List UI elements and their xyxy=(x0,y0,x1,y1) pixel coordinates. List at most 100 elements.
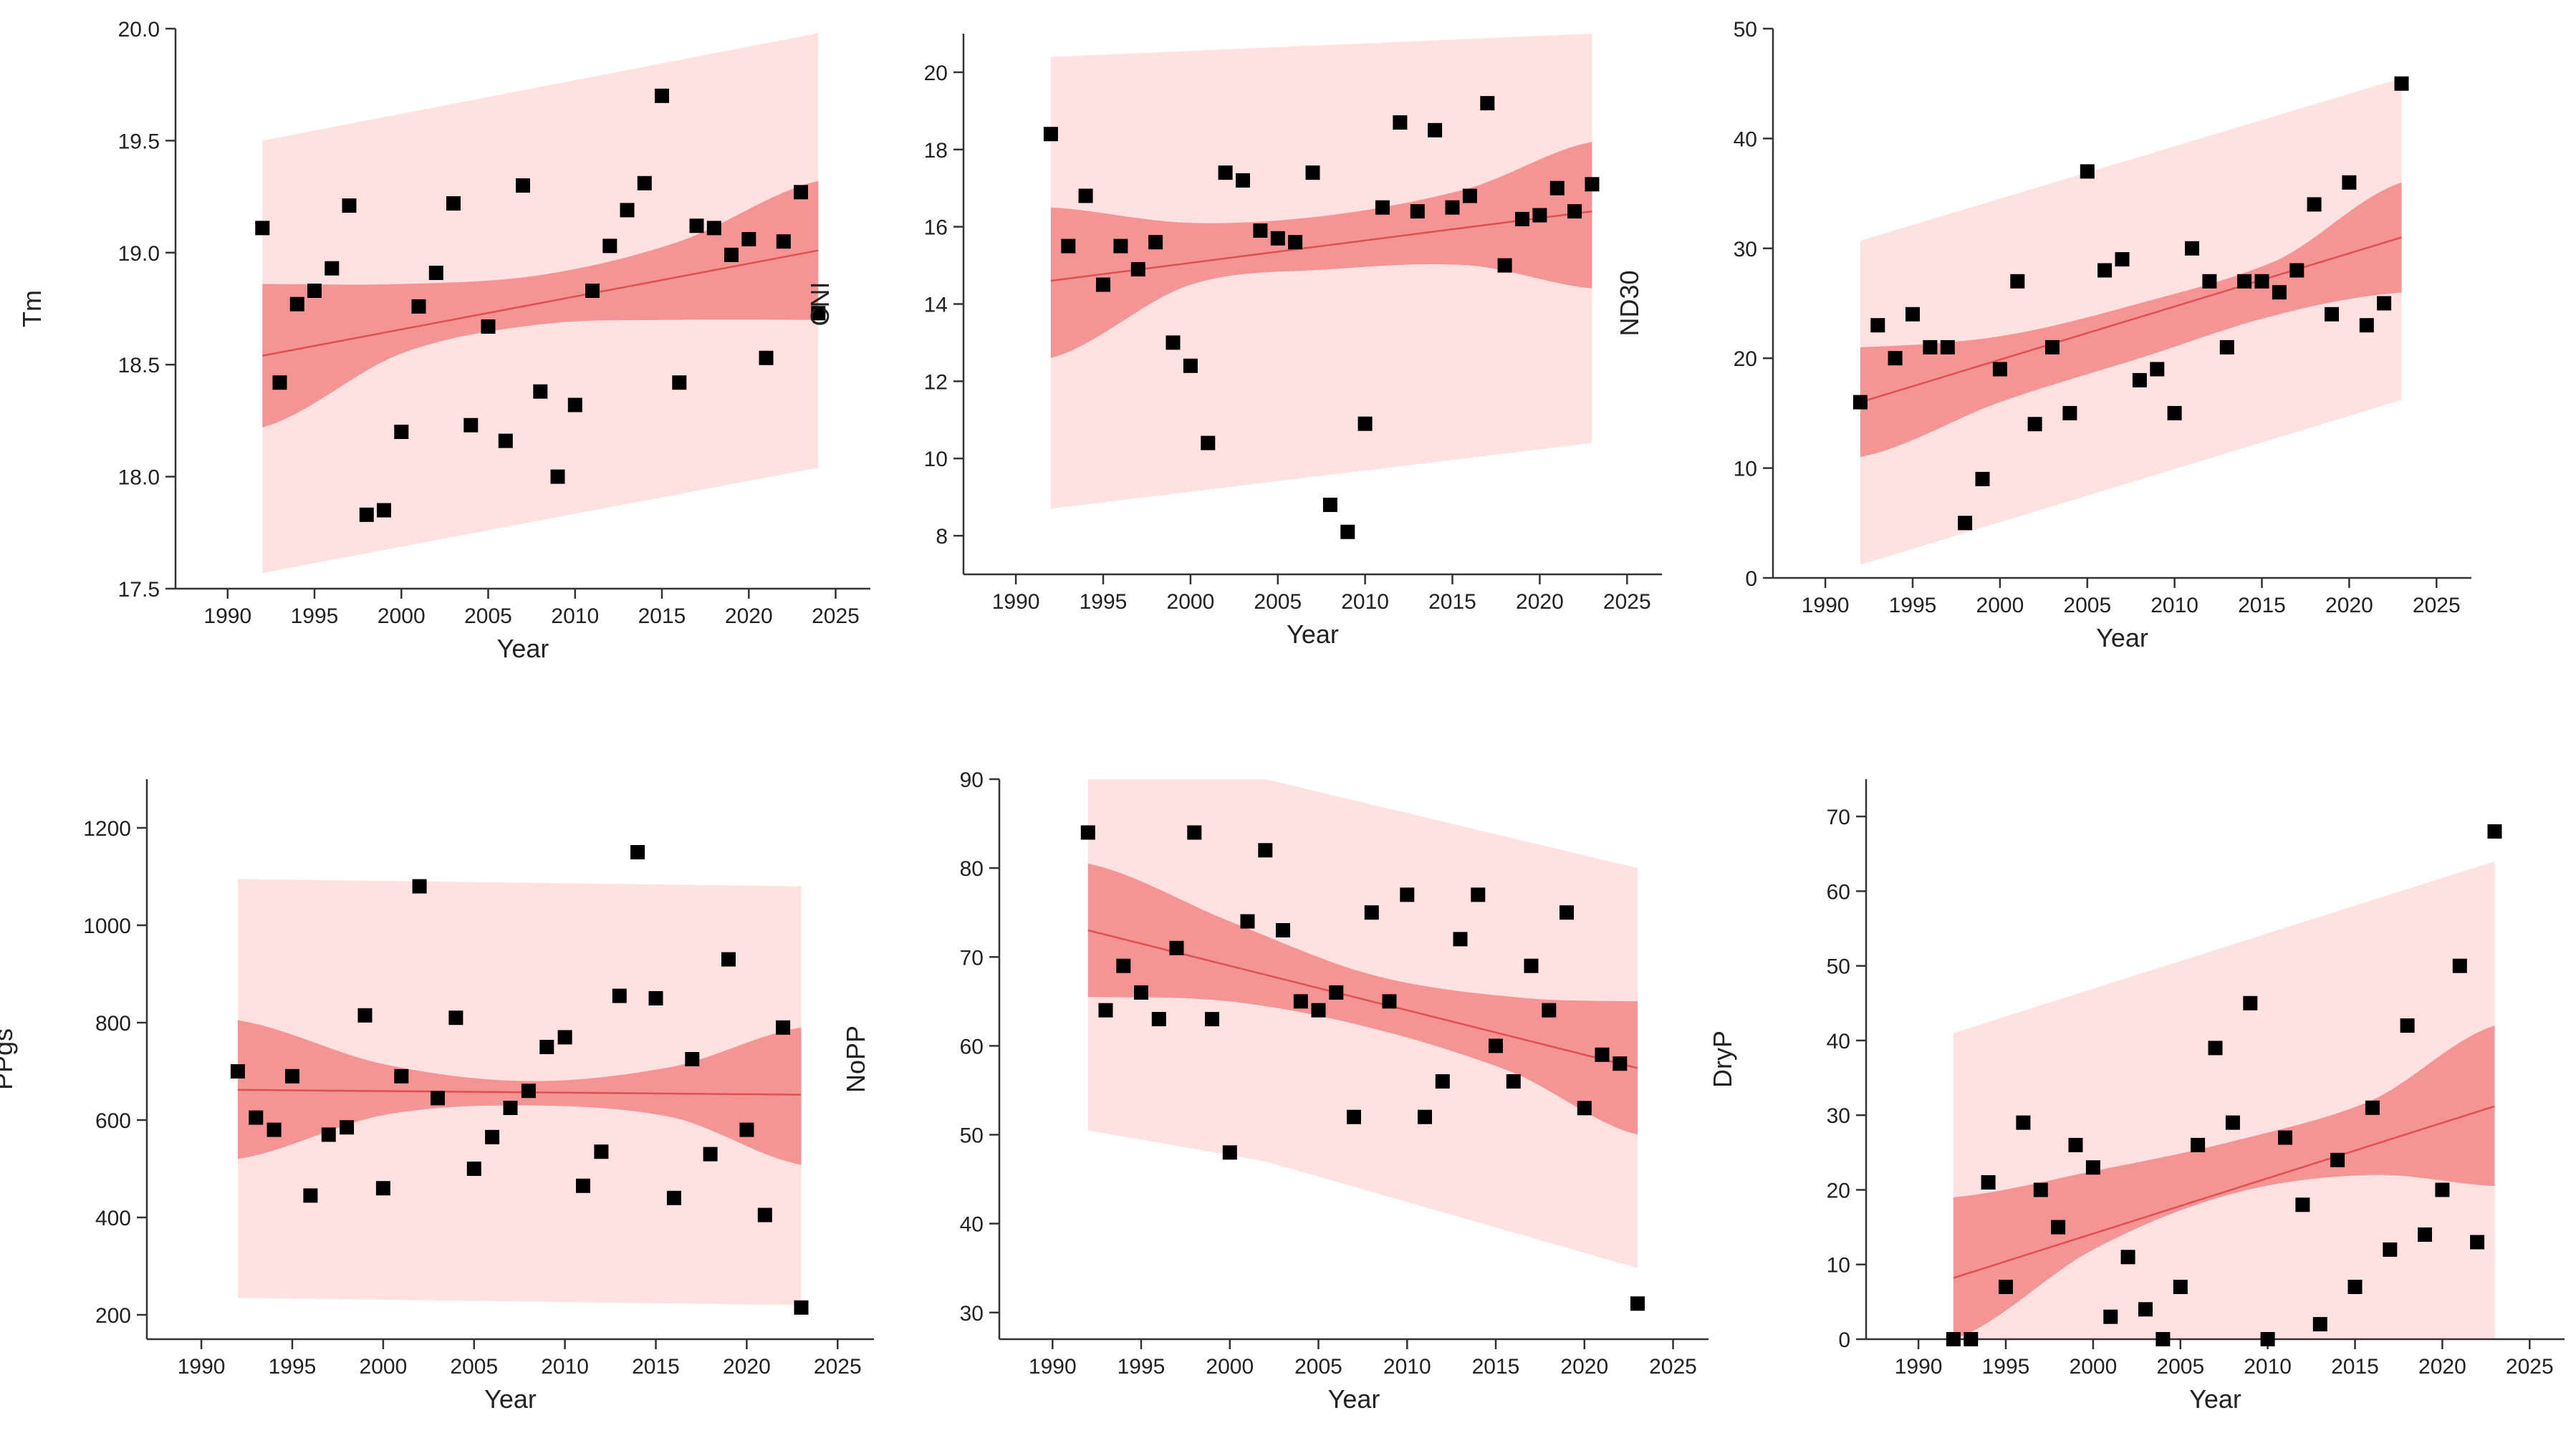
data-point xyxy=(375,1181,390,1196)
data-point xyxy=(2150,362,2165,377)
data-point xyxy=(648,991,663,1005)
data-point xyxy=(1506,1074,1521,1089)
data-point xyxy=(2365,1100,2380,1115)
data-point xyxy=(2359,318,2374,333)
data-point xyxy=(1975,471,1990,486)
data-point xyxy=(2185,241,2199,256)
y-tick-label: 1000 xyxy=(83,915,131,938)
data-point xyxy=(1480,96,1495,111)
x-tick-label: 2020 xyxy=(2325,594,2373,617)
data-point xyxy=(2243,995,2258,1010)
data-point xyxy=(672,375,687,390)
x-tick-label: 2005 xyxy=(2156,1355,2204,1379)
data-point xyxy=(1923,339,1938,354)
x-tick-label: 1990 xyxy=(1895,1355,1943,1379)
data-point xyxy=(1585,177,1600,192)
data-point xyxy=(1852,395,1868,410)
data-point xyxy=(2435,1182,2450,1197)
data-point xyxy=(2027,417,2042,432)
data-point xyxy=(2191,1137,2206,1152)
x-tick-label: 2000 xyxy=(2070,1355,2118,1379)
data-point xyxy=(2394,76,2409,91)
data-point xyxy=(1428,122,1443,137)
data-point xyxy=(1340,524,1355,539)
data-point xyxy=(1595,1047,1610,1062)
y-tick-label: 20 xyxy=(1827,1179,1850,1203)
y-tick-label: 200 xyxy=(95,1304,131,1328)
data-point xyxy=(1445,200,1460,215)
y-tick-label: 400 xyxy=(95,1207,131,1230)
y-tick-label: 50 xyxy=(1734,18,1757,42)
data-point xyxy=(2452,958,2467,973)
x-tick-label: 2025 xyxy=(2506,1355,2554,1379)
x-tick-label: 2015 xyxy=(2331,1355,2379,1379)
data-point xyxy=(1992,362,2007,377)
data-point xyxy=(637,175,652,190)
y-tick-label: 90 xyxy=(960,768,984,792)
data-point xyxy=(2156,1332,2171,1346)
data-point xyxy=(2418,1227,2432,1242)
data-point xyxy=(2330,1152,2345,1167)
data-point xyxy=(703,1147,718,1162)
x-tick-label: 2005 xyxy=(464,604,512,628)
data-point xyxy=(1253,223,1268,238)
data-point xyxy=(1958,516,1973,531)
data-point xyxy=(498,433,513,448)
x-axis-title: Year xyxy=(2189,1384,2241,1414)
x-tick-label: 2025 xyxy=(812,604,860,628)
data-point xyxy=(2062,405,2077,420)
data-point xyxy=(666,1190,681,1205)
data-point xyxy=(1393,115,1408,130)
data-point xyxy=(1964,1332,1979,1346)
data-point xyxy=(412,879,427,894)
data-point xyxy=(1288,235,1303,250)
data-point xyxy=(1471,887,1486,902)
confidence-band xyxy=(1953,1026,2495,1339)
y-tick-label: 0 xyxy=(1838,1328,1850,1352)
data-point xyxy=(2470,1235,2485,1250)
x-tick-label: 1995 xyxy=(1889,594,1937,617)
data-point xyxy=(2085,1160,2100,1175)
y-tick-label: 600 xyxy=(95,1109,131,1133)
y-tick-label: 12 xyxy=(924,370,948,394)
x-tick-label: 2000 xyxy=(1976,594,2024,617)
data-point xyxy=(757,1207,772,1222)
data-point xyxy=(1078,188,1093,203)
data-point xyxy=(1515,211,1529,226)
data-point xyxy=(2312,1317,2327,1332)
data-point xyxy=(272,375,287,390)
data-point xyxy=(2033,1182,2048,1197)
x-tick-label: 2010 xyxy=(1383,1355,1431,1379)
data-point xyxy=(1236,173,1250,188)
y-tick-label: 10 xyxy=(1734,458,1757,481)
y-tick-label: 18 xyxy=(924,139,948,163)
data-point xyxy=(394,425,409,439)
x-tick-label: 2020 xyxy=(1516,590,1564,614)
x-tick-label: 2010 xyxy=(2244,1355,2292,1379)
y-tick-label: 14 xyxy=(924,294,948,317)
data-point xyxy=(2400,1018,2415,1033)
prediction-band xyxy=(1050,34,1592,509)
data-point xyxy=(249,1110,264,1125)
x-tick-label: 2010 xyxy=(1341,590,1389,614)
x-axis-title: Year xyxy=(2096,623,2148,652)
data-point xyxy=(2103,1309,2118,1324)
x-tick-label: 2015 xyxy=(638,604,686,628)
data-point xyxy=(1329,985,1344,1000)
subplot-group: 1990 1995 2000 2005 2010 2015 2020 202517.518.0… xyxy=(0,18,2565,1414)
data-point xyxy=(2278,1130,2292,1145)
data-point xyxy=(612,988,627,1003)
x-tick-label: 1990 xyxy=(1029,1355,1077,1379)
data-point xyxy=(2347,1280,2363,1294)
data-point xyxy=(1205,1012,1219,1027)
x-tick-label: 2010 xyxy=(541,1355,589,1379)
data-point xyxy=(1183,358,1198,373)
data-point xyxy=(776,234,791,249)
data-point xyxy=(448,1010,463,1026)
subplot-dryp: 1990 1995 2000 2005 2010 2015 2020 2025 0 10 20 30 4… xyxy=(1708,779,2565,1414)
data-point xyxy=(2010,274,2025,289)
y-tick-label: 19.5 xyxy=(118,130,160,153)
data-point xyxy=(1400,887,1415,902)
data-point xyxy=(2237,274,2252,289)
data-point xyxy=(1418,1109,1432,1124)
